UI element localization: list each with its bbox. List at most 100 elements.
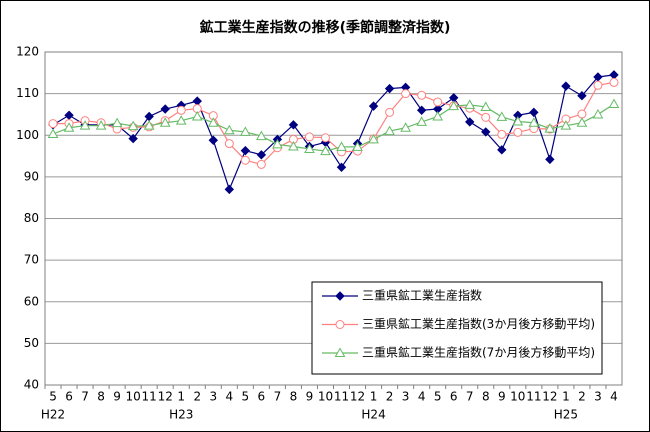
x-tick-label: 11 xyxy=(526,390,541,404)
point xyxy=(191,110,203,121)
point xyxy=(176,105,186,115)
x-group-label: H23 xyxy=(169,408,193,422)
y-tick-label: 80 xyxy=(24,211,39,225)
point xyxy=(320,133,330,143)
point xyxy=(384,83,395,94)
y-tick-label: 40 xyxy=(24,378,39,392)
x-tick-label: 10 xyxy=(318,390,333,404)
point xyxy=(334,347,346,357)
x-group-label: H24 xyxy=(361,408,385,422)
point xyxy=(592,108,604,119)
point xyxy=(561,81,571,91)
point xyxy=(175,115,187,125)
y-tick-label: 60 xyxy=(24,294,39,308)
point xyxy=(304,143,315,153)
y-tick-label: 90 xyxy=(24,169,39,183)
y-tick-label: 100 xyxy=(16,128,39,142)
point xyxy=(400,122,411,132)
x-tick-label: 2 xyxy=(193,390,201,404)
x-tick-label: 6 xyxy=(450,390,458,404)
point xyxy=(481,127,491,137)
y-tick-label: 50 xyxy=(24,336,39,350)
point xyxy=(320,145,331,156)
y-tick-label: 120 xyxy=(16,45,39,59)
point xyxy=(368,101,379,111)
y-tick-label: 70 xyxy=(24,253,39,267)
point xyxy=(577,90,587,101)
x-tick-label: 4 xyxy=(610,390,618,404)
point xyxy=(593,80,603,90)
x-tick-label: 5 xyxy=(434,390,442,404)
point xyxy=(480,101,492,111)
point xyxy=(464,99,476,109)
x-tick-label: 10 xyxy=(510,390,525,404)
point xyxy=(432,110,444,121)
x-tick-label: 7 xyxy=(81,390,89,404)
point xyxy=(560,120,572,130)
x-tick-label: 6 xyxy=(65,390,73,404)
point xyxy=(335,291,345,301)
point xyxy=(544,123,556,133)
point xyxy=(528,117,540,127)
point xyxy=(128,133,138,144)
point xyxy=(497,145,507,155)
x-tick-label: 8 xyxy=(97,390,105,404)
point xyxy=(336,162,347,173)
point xyxy=(336,141,347,151)
x-tick-label: 2 xyxy=(386,390,394,404)
point xyxy=(529,107,539,118)
point xyxy=(160,104,170,114)
point xyxy=(288,140,299,151)
point xyxy=(208,135,218,145)
point xyxy=(288,120,299,130)
point xyxy=(416,105,427,115)
point xyxy=(335,320,345,329)
x-tick-label: 10 xyxy=(126,390,141,404)
point xyxy=(481,112,491,122)
legend-label: 三重県鉱工業生産指数(3か月後方移動平均) xyxy=(362,316,595,331)
point xyxy=(513,127,523,137)
point xyxy=(465,117,475,127)
x-tick-label: 9 xyxy=(306,390,314,404)
x-tick-label: 6 xyxy=(258,390,266,404)
point xyxy=(577,109,587,119)
x-tick-label: 4 xyxy=(418,390,426,404)
x-tick-label: 3 xyxy=(402,390,410,404)
point xyxy=(368,133,379,144)
point xyxy=(48,119,58,129)
x-group-label: H22 xyxy=(41,408,65,422)
point xyxy=(127,120,139,131)
x-tick-label: 1 xyxy=(562,390,570,404)
point xyxy=(207,117,219,127)
point xyxy=(545,154,555,165)
x-tick-label: 9 xyxy=(113,390,121,404)
point xyxy=(352,141,363,151)
point xyxy=(47,128,59,139)
point xyxy=(223,124,235,135)
point xyxy=(496,111,508,121)
point xyxy=(95,120,107,130)
point xyxy=(497,129,507,139)
x-tick-label: 1 xyxy=(177,390,185,404)
point xyxy=(608,98,620,109)
x-tick-label: 12 xyxy=(350,390,365,404)
point xyxy=(224,184,235,195)
x-tick-label: 9 xyxy=(498,390,506,404)
x-tick-label: 5 xyxy=(242,390,250,404)
point xyxy=(143,120,155,130)
point xyxy=(417,90,427,100)
point xyxy=(240,155,250,165)
x-tick-label: 3 xyxy=(209,390,217,404)
point xyxy=(256,130,267,141)
y-tick-label: 110 xyxy=(16,86,39,100)
x-group-label: H25 xyxy=(554,408,578,422)
x-tick-label: 5 xyxy=(49,390,57,404)
x-tick-label: 11 xyxy=(142,390,157,404)
legend-label: 三重県鉱工業生産指数(7か月後方移動平均) xyxy=(362,345,595,360)
point xyxy=(448,100,460,111)
point xyxy=(63,122,75,132)
legend-box xyxy=(311,281,603,375)
x-tick-label: 12 xyxy=(158,390,173,404)
x-tick-label: 1 xyxy=(370,390,378,404)
